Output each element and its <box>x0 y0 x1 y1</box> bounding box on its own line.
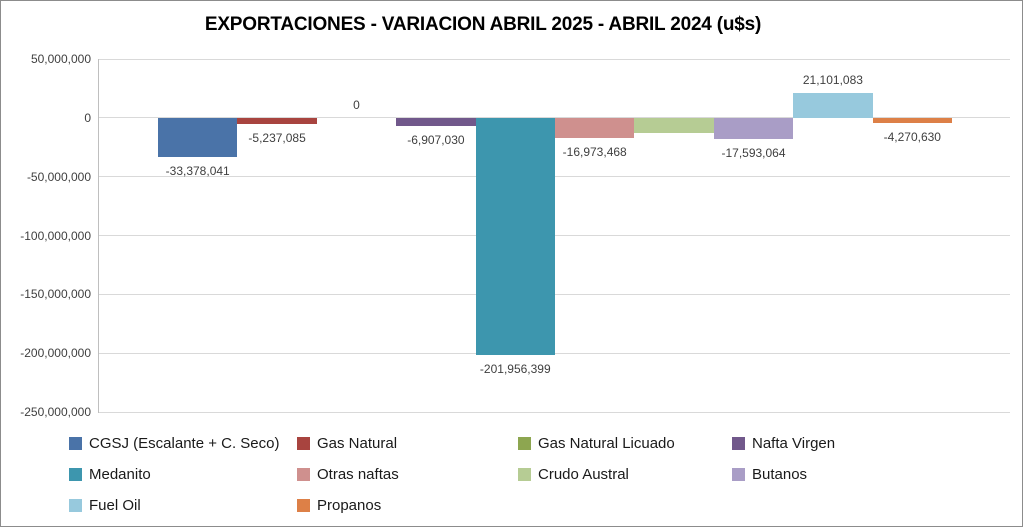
legend-swatch-cgsj-escalante-c-seco <box>69 437 82 450</box>
data-label-cgsj-escalante-c-seco: -33,378,041 <box>165 164 230 179</box>
legend-label-butanos: Butanos <box>752 466 808 483</box>
y-tick-label: -50,000,000 <box>26 169 91 184</box>
data-label-medanito: -201,956,399 <box>479 362 551 377</box>
data-label-gas-natural: -5,237,085 <box>248 130 306 145</box>
gridline <box>99 58 1010 60</box>
legend-swatch-butanos <box>732 468 745 481</box>
legend-swatch-otras-naftas <box>297 468 310 481</box>
data-label-fuel-oil: 21,101,083 <box>802 73 863 87</box>
legend-item-nafta-virgen: Nafta Virgen <box>732 435 835 452</box>
y-tick-label: 50,000,000 <box>30 52 91 66</box>
legend-label-cgsj-escalante-c-seco: CGSJ (Escalante + C. Seco) <box>89 435 280 452</box>
legend-label-crudo-austral: Crudo Austral <box>538 466 629 483</box>
y-tick-label: 0 <box>84 110 91 125</box>
legend-label-gas-natural: Gas Natural <box>317 435 398 452</box>
bar-propanos <box>872 117 952 123</box>
data-label-propanos: -4,270,630 <box>883 129 941 144</box>
legend-label-medanito: Medanito <box>89 466 151 483</box>
legend-swatch-nafta-virgen <box>732 437 745 450</box>
legend-item-gas-natural: Gas Natural <box>297 435 397 452</box>
bar-crudo-austral <box>634 117 714 133</box>
bar-cgsj-escalante-c-seco <box>158 117 238 158</box>
y-tick-label: -100,000,000 <box>20 228 91 243</box>
legend-swatch-fuel-oil <box>69 499 82 512</box>
legend-item-crudo-austral: Crudo Austral <box>518 466 629 483</box>
legend-swatch-medanito <box>69 468 82 481</box>
chart-title: EXPORTACIONES - VARIACION ABRIL 2025 - A… <box>204 14 762 35</box>
legend-swatch-propanos <box>297 499 310 512</box>
data-label-gas-natural-licuado: 0 <box>353 97 360 112</box>
legend-item-cgsj-escalante-c-seco: CGSJ (Escalante + C. Seco) <box>69 435 280 452</box>
data-label-otras-naftas: -16,973,468 <box>562 144 627 159</box>
legend-item-gas-natural-licuado: Gas Natural Licuado <box>518 435 675 452</box>
legend-swatch-crudo-austral <box>518 468 531 481</box>
legend-label-nafta-virgen: Nafta Virgen <box>752 435 836 452</box>
y-tick-label: -200,000,000 <box>20 346 91 361</box>
legend-item-fuel-oil: Fuel Oil <box>69 497 141 514</box>
gridline <box>99 411 1010 413</box>
legend-item-otras-naftas: Otras naftas <box>297 466 399 483</box>
data-label-nafta-virgen: -6,907,030 <box>407 132 465 147</box>
legend-label-propanos: Propanos <box>317 497 382 514</box>
legend-swatch-gas-natural <box>297 437 310 450</box>
data-label-butanos: -17,593,064 <box>721 145 786 160</box>
legend-item-butanos: Butanos <box>732 466 807 483</box>
bar-fuel-oil <box>793 93 873 118</box>
legend-swatch-gas-natural-licuado <box>518 437 531 450</box>
y-tick-label: -150,000,000 <box>20 287 91 302</box>
legend-item-medanito: Medanito <box>69 466 151 483</box>
y-tick-label: -250,000,000 <box>20 405 91 419</box>
bar-gas-natural <box>237 117 317 124</box>
bar-medanito <box>475 117 555 356</box>
legend-item-propanos: Propanos <box>297 497 381 514</box>
bar-butanos <box>713 117 794 139</box>
legend-label-fuel-oil: Fuel Oil <box>89 497 141 514</box>
bar-nafta-virgen <box>396 117 476 126</box>
plot-area: 50,000,000 0 -50,000,000 -100,000,000 -150,0… <box>20 52 1010 419</box>
legend-label-otras-naftas: Otras naftas <box>317 466 399 483</box>
legend-label-gas-natural-licuado: Gas Natural Licuado <box>538 435 675 452</box>
bar-otras-naftas <box>555 117 635 138</box>
